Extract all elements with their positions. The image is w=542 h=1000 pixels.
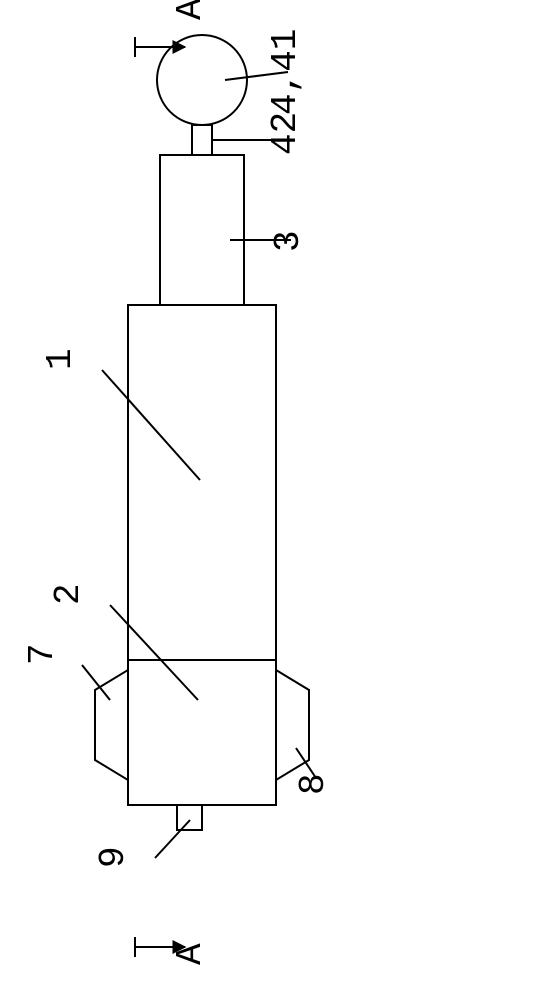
part-label: 8 xyxy=(293,773,334,795)
part-label: 3 xyxy=(268,230,309,252)
section-label-a-top: A xyxy=(170,0,211,20)
engineering-diagram: 4,4142 3 1 2 7 8 9 A A xyxy=(0,0,542,1000)
part-label: 4,41 xyxy=(265,29,306,115)
part-label: 2 xyxy=(48,583,89,605)
part-label: 9 xyxy=(93,846,134,868)
part-3-lower-cylinder xyxy=(160,155,244,305)
part-4-41-ball xyxy=(157,35,247,125)
part-42-neck xyxy=(192,125,212,155)
part-label: 42 xyxy=(265,112,306,155)
part-8-right-chamfer xyxy=(276,670,309,780)
part-9-bottom-stub xyxy=(177,805,202,830)
part-label: 1 xyxy=(40,348,81,370)
section-label-a-bottom: A xyxy=(170,943,211,965)
leader-line xyxy=(155,820,190,858)
part-label: 7 xyxy=(22,643,63,665)
part-1-main-body xyxy=(128,305,276,660)
section-marker-bottom: A xyxy=(135,937,211,965)
part-2-top-block xyxy=(128,660,276,805)
